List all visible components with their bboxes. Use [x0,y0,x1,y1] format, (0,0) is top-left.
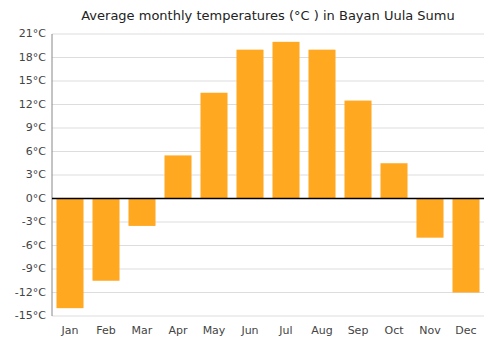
bar [237,50,264,199]
bar [165,155,192,198]
x-tick-label: Sep [348,324,369,337]
y-tick-label: -12°C [15,286,46,299]
bar [129,199,156,226]
y-tick-label: -15°C [15,309,46,322]
x-tick-label: May [203,324,226,337]
y-tick-label: -9°C [22,262,46,275]
y-tick-label: 12°C [19,98,46,111]
grid [52,34,484,316]
chart-container: Average monthly temperatures (°C ) in Ba… [0,0,500,350]
bar [273,42,300,199]
grid-line [52,81,484,82]
y-tick-label: 15°C [19,74,46,87]
zero-line [52,198,484,200]
x-tick-label: Nov [419,324,441,337]
bar [93,199,120,281]
chart: Average monthly temperatures (°C ) in Ba… [0,0,500,350]
bar [453,199,480,293]
grid-line [52,292,484,293]
x-tick-label: Aug [311,324,332,337]
x-tick-label: Mar [132,324,153,337]
grid-line [52,151,484,152]
x-tick-label: Apr [168,324,188,337]
bar [201,93,228,199]
bar [309,50,336,199]
y-axis-line [52,34,53,316]
grid-line [52,57,484,58]
grid-line [52,175,484,176]
y-tick-label: 21°C [19,27,46,40]
x-tick-label: Dec [455,324,476,337]
bar [417,199,444,238]
y-tick-label: 18°C [19,51,46,64]
grid-line [52,104,484,105]
bars [52,42,484,308]
bar [345,101,372,199]
x-tick-label: Feb [96,324,115,337]
grid-line [52,34,484,35]
y-tick-label: 9°C [26,121,46,134]
bar [57,199,84,309]
grid-line [52,128,484,129]
x-tick-label: Jun [240,324,258,337]
grid-line [52,198,484,199]
y-axis: -15°C -12°C -9°C -6°C -3°C 0°C 3°C 6°C 9°C 12°C 15… [15,27,52,322]
bar [381,163,408,198]
y-tick-label: 6°C [26,145,46,158]
y-tick-label: 0°C [26,192,46,205]
y-tick-label: 3°C [26,168,46,181]
y-tick-label: -6°C [22,239,46,252]
x-tick-label: Oct [384,324,404,337]
grid-line [52,316,484,317]
y-tick-label: -3°C [22,215,46,228]
x-axis: Jan Feb Mar Apr May Jun Jul Aug Sep Oct Nov Dec [61,324,477,337]
x-tick-label: Jan [61,324,79,337]
x-tick-label: Jul [278,324,292,337]
title: Average monthly temperatures (°C ) in Ba… [81,8,455,23]
